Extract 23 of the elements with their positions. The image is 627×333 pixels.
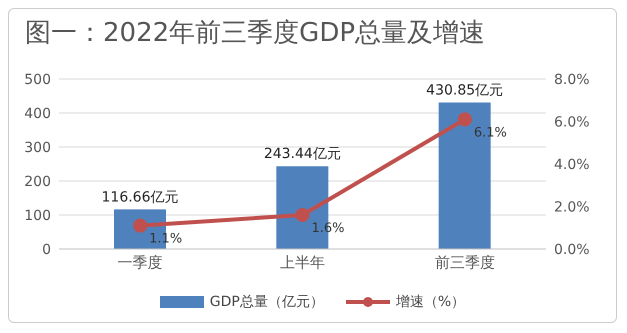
data-label: 1.1% — [149, 232, 182, 247]
legend-label: 增速（%） — [394, 293, 466, 311]
x-tick-label: 上半年 — [280, 254, 325, 272]
x-tick-label: 一季度 — [118, 254, 163, 272]
y2-tick-label: 8.0% — [554, 72, 590, 88]
y-tick-label: 300 — [24, 140, 51, 156]
point — [296, 208, 310, 222]
data-label: 243.44亿元 — [264, 146, 341, 162]
y-tick-label: 500 — [24, 72, 51, 88]
y2-tick-label: 0.0% — [554, 242, 590, 258]
point — [458, 112, 472, 126]
y-tick-label: 0 — [42, 242, 51, 258]
y-tick-label: 100 — [24, 208, 51, 224]
y2-tick-label: 6.0% — [554, 114, 590, 130]
legend-label: GDP总量（亿元） — [208, 293, 324, 311]
data-label: 116.66亿元 — [102, 189, 178, 206]
y2-tick-label: 4.0% — [554, 156, 590, 173]
chart-title: 图一：2022年前三季度GDP总量及增速 — [24, 17, 486, 50]
data-label: 430.85亿元 — [426, 82, 504, 99]
y2-tick-label: 2.0% — [554, 199, 590, 216]
x-tick-label: 前三季度 — [434, 254, 495, 272]
y-tick-label: 400 — [24, 106, 51, 122]
y-tick-label: 200 — [24, 174, 51, 190]
